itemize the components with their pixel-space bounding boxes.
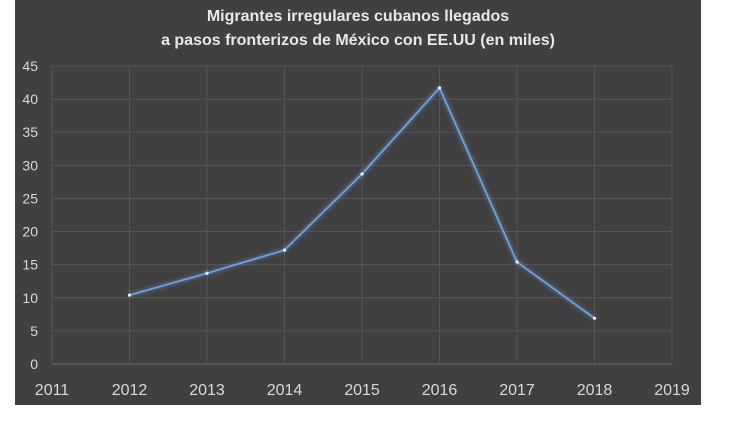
- x-tick-label: 2014: [267, 382, 303, 399]
- y-tick-label: 40: [22, 91, 38, 107]
- data-point: [205, 271, 209, 275]
- data-point: [127, 293, 132, 297]
- y-tick-label: 5: [30, 323, 38, 339]
- y-tick-label: 20: [22, 224, 38, 240]
- chart-title-line-1: Migrantes irregulares cubanos llegados: [206, 8, 510, 25]
- x-tick-label: 2013: [189, 382, 225, 399]
- y-tick-label: 15: [22, 257, 38, 273]
- data-point: [437, 86, 442, 90]
- chart-title-line-2: a pasos fronterizos de México con EE.UU …: [161, 32, 555, 49]
- y-tick-label: 25: [22, 190, 38, 206]
- data-point: [360, 172, 364, 176]
- x-tick-label: 2019: [654, 382, 690, 399]
- y-tick-label: 0: [30, 356, 38, 372]
- x-tick-label: 2011: [35, 382, 70, 399]
- y-tick-label: 10: [22, 290, 38, 306]
- x-tick-label: 2018: [577, 382, 613, 399]
- data-point: [592, 316, 597, 320]
- data-point: [515, 260, 519, 264]
- data-point: [282, 248, 287, 252]
- chart-area: Migrantes irregulares cubanos llegados a…: [15, 0, 701, 405]
- x-tick-label: 2017: [499, 382, 535, 399]
- x-tick-label: 2015: [344, 382, 380, 399]
- x-tick-label: 2016: [422, 382, 458, 399]
- y-tick-label: 35: [22, 124, 38, 140]
- y-tick-label: 45: [22, 58, 38, 74]
- x-tick-label: 2012: [112, 382, 148, 399]
- plot-svg: 0 5 10 15 20 25 30 35 40 45 2011 2012 2013 2014 2015 20…: [22, 58, 690, 399]
- y-tick-label: 30: [22, 157, 38, 173]
